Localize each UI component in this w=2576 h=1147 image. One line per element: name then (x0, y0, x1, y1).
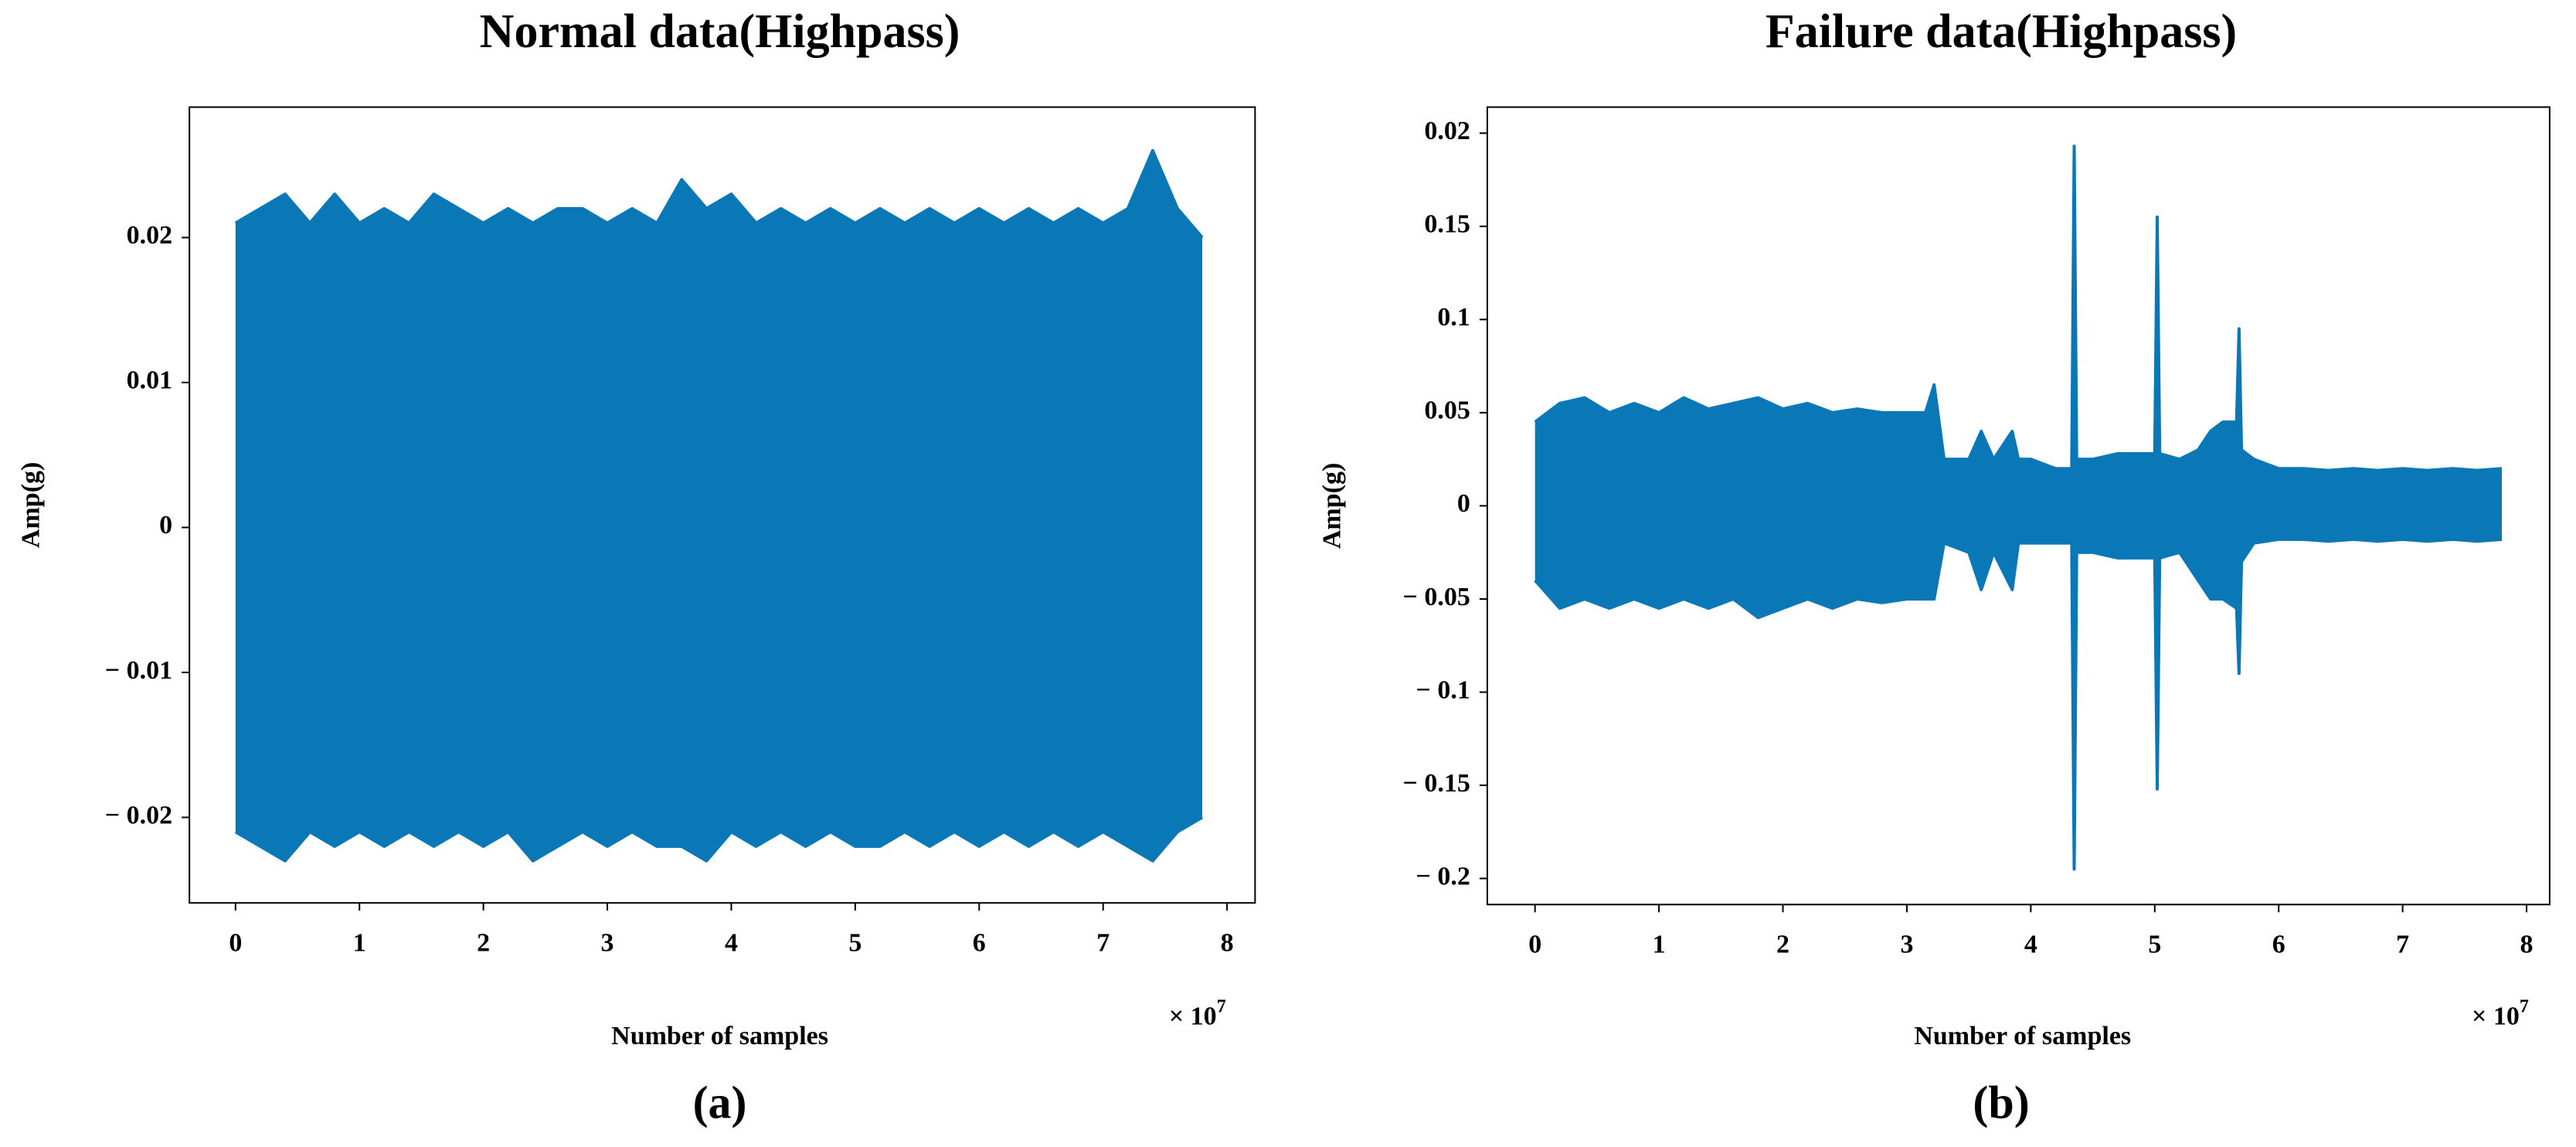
panel-label: (a) (693, 1077, 747, 1128)
x-tick-label: 4 (725, 928, 738, 957)
y-tick-label: 0.05 (1424, 397, 1470, 425)
x-tick-label: 8 (1221, 928, 1234, 957)
x-axis-label: Number of samples (611, 1022, 828, 1050)
x-tick-label: 6 (2272, 931, 2285, 959)
x-tick-label: 3 (1900, 931, 1913, 959)
x-tick-label: 2 (477, 928, 490, 957)
x-offset-exponent: 7 (1217, 996, 1226, 1016)
y-tick-label: − 0.1 (1416, 676, 1470, 704)
x-tick-label: 8 (2520, 931, 2534, 959)
y-tick-label: 0.1 (1437, 303, 1470, 332)
signal-envelope (234, 148, 1204, 239)
x-tick-label: 7 (2396, 931, 2409, 959)
x-tick-label: 1 (1653, 931, 1666, 959)
panel-label: (b) (1973, 1077, 2029, 1128)
signal-envelope (1534, 145, 2503, 472)
x-tick-label: 4 (2024, 931, 2037, 959)
x-tick-label: 0 (229, 928, 242, 957)
y-tick-label: 0.02 (127, 221, 173, 250)
x-offset-base: × 10 (1169, 1002, 1217, 1030)
signal-envelope (234, 815, 1204, 863)
x-tick-label: 2 (1776, 931, 1789, 959)
x-offset-base: × 10 (2472, 1002, 2520, 1030)
signal-fill (1534, 146, 2502, 870)
x-axis-label: Number of samples (1914, 1022, 2131, 1050)
y-axis-label: Amp(g) (16, 462, 45, 548)
x-tick-label: 5 (2148, 931, 2161, 959)
x-tick-label: 7 (1096, 928, 1110, 957)
y-tick-label: 0.01 (127, 366, 173, 395)
x-offset-text: × 107 (2472, 996, 2529, 1030)
y-axis-label: Amp(g) (1317, 463, 1346, 549)
y-tick-label: 0 (159, 511, 172, 539)
y-tick-label: 0 (1457, 489, 1470, 518)
signal-envelope (1534, 537, 2503, 871)
y-tick-label: 0.02 (1424, 117, 1470, 145)
x-tick-label: 3 (601, 928, 614, 957)
chart-title: Normal data(Highpass) (480, 5, 960, 58)
y-tick-label: − 0.05 (1403, 583, 1470, 611)
plot-frame (189, 106, 1256, 904)
y-tick-label: − 0.2 (1416, 862, 1470, 890)
x-tick-label: 1 (353, 928, 366, 957)
signal-fill (235, 150, 1203, 861)
y-tick-label: − 0.02 (105, 801, 172, 829)
x-offset-text: × 107 (1169, 996, 1226, 1030)
y-tick-label: 0.15 (1424, 210, 1470, 239)
y-tick-label: − 0.15 (1403, 769, 1470, 798)
x-tick-label: 5 (848, 928, 861, 957)
chart-title: Failure data(Highpass) (1765, 5, 2237, 58)
x-tick-label: 6 (973, 928, 986, 957)
x-tick-label: 0 (1528, 931, 1541, 959)
y-tick-label: − 0.01 (105, 656, 172, 685)
x-offset-exponent: 7 (2520, 996, 2529, 1016)
